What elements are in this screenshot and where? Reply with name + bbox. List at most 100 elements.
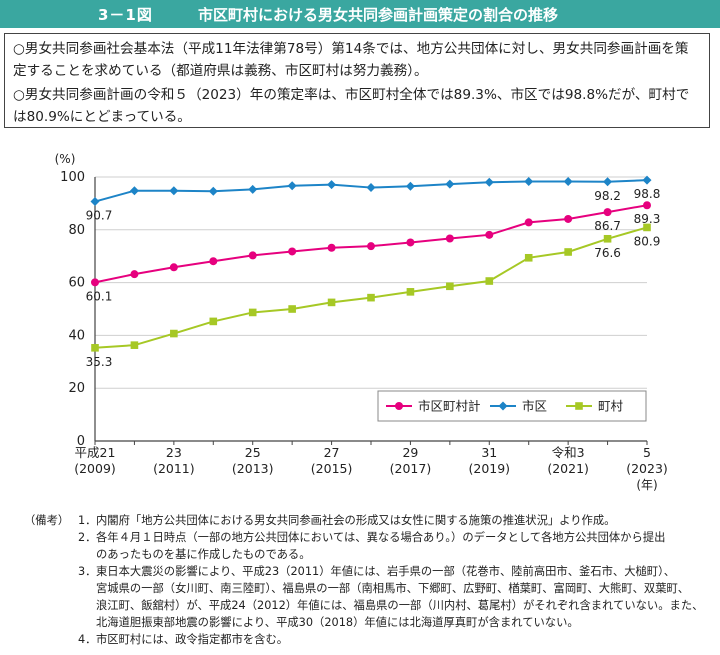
data-label: 80.9 (634, 234, 661, 248)
x-tick-label: 平成21 (75, 445, 116, 460)
data-point (327, 180, 337, 190)
data-point (524, 253, 533, 262)
note-line: 宮城県の一部（女川町、南三陸町）、福島県の一部（南相馬市、下郷町、広野町、楢葉町… (78, 580, 718, 597)
data-label: 89.3 (634, 212, 661, 226)
x-tick-label: (2015) (311, 461, 353, 476)
note-text: 宮城県の一部（女川町、南三陸町）、福島県の一部（南相馬市、下郷町、広野町、楢葉町… (96, 582, 690, 595)
data-point (288, 247, 297, 256)
x-tick-label: (2013) (232, 461, 274, 476)
x-tick-label: (2021) (547, 461, 589, 476)
data-label: 98.8 (634, 187, 661, 201)
data-point (643, 223, 651, 232)
summary-line-1: ○男女共同参画社会基本法（平成11年法律第78号）第14条では、地方公共団体に対… (13, 41, 689, 79)
data-point (406, 288, 415, 296)
data-point (446, 282, 454, 291)
data-point (248, 184, 258, 194)
data-label: 98.2 (594, 189, 621, 203)
data-point (445, 234, 454, 243)
x-tick-label: 31 (481, 445, 497, 460)
note-text: 北海道胆振東部地震の影響により、平成30（2018）年値には北海道厚真町が含まれ… (96, 616, 579, 629)
line-chart: 0 20 40 60 80 100 (%) 平成21 (2009) 23 (2011) 25 (2013… (0, 140, 720, 510)
data-label: 35.3 (86, 355, 113, 369)
data-point (287, 181, 297, 191)
data-point (406, 238, 415, 247)
x-axis-unit: (年) (636, 478, 657, 492)
data-point (91, 278, 99, 287)
note-line: 浪江町、飯舘村）が、平成24（2012）年値には、福島県の一部（川内村、葛尾村）… (78, 597, 718, 614)
x-tick-label: (2023) (626, 461, 668, 476)
data-point (564, 248, 572, 256)
notes-heading: （備考） (24, 514, 70, 527)
note-number: 4． (78, 633, 97, 646)
figure-title: 市区町村における男女共同参画計画策定の割合の推移 (198, 6, 559, 24)
data-point (498, 401, 508, 411)
note-text: 東日本大震災の影響により、平成23（2011）年値には、岩手県の一部（花巻市、陸… (96, 565, 676, 578)
note-text: 各年４月１日時点（一部の地方公共団体においては、異なる場合あり。）のデータとして… (96, 531, 666, 544)
data-label: 90.7 (86, 209, 113, 223)
note-number: 2． (78, 531, 97, 544)
data-point (130, 341, 139, 349)
data-point (603, 177, 613, 187)
data-point (170, 329, 178, 338)
data-point (208, 186, 218, 196)
data-point (564, 214, 573, 223)
x-tick-label: (2019) (468, 461, 510, 476)
legend-label: 市区 (522, 399, 547, 414)
data-point (327, 243, 336, 252)
chart-svg: 0 20 40 60 80 100 (%) 平成21(2009) 23(2011) 25(2013… (55, 152, 668, 492)
data-point (169, 186, 179, 196)
note-line: 3．東日本大震災の影響により、平成23（2011）年値には、岩手県の一部（花巻市… (78, 563, 718, 580)
x-tick-label: 23 (166, 445, 182, 460)
x-tick-label: 25 (245, 445, 261, 460)
figure-title-bar: 3－1図 市区町村における男女共同参画計画策定の割合の推移 (0, 0, 720, 28)
x-tick-label: (2017) (390, 461, 432, 476)
data-point (485, 230, 494, 239)
data-point (248, 308, 257, 317)
note-line: のあったものを基に作成したものである。 (78, 546, 718, 563)
note-number: 3． (78, 565, 97, 578)
data-point (169, 263, 178, 272)
data-point (405, 181, 415, 191)
y-tick-label: 40 (68, 328, 85, 343)
note-line: 4．市区町村には、政令指定都市を含む。 (78, 631, 718, 648)
data-point (129, 186, 139, 196)
data-point (91, 344, 99, 352)
note-text: 浪江町、飯舘村）が、平成24（2012）年値には、福島県の一部（川内村、葛尾村）… (96, 599, 704, 612)
y-tick-label: 0 (77, 434, 85, 449)
x-tick-label: (2011) (153, 461, 195, 476)
data-point (524, 218, 533, 227)
data-point (484, 177, 494, 187)
data-point (563, 176, 573, 186)
y-tick-label: 100 (60, 170, 85, 185)
data-point (603, 234, 612, 243)
data-point (288, 305, 296, 313)
figure-number: 3－1図 (98, 6, 153, 24)
data-point (524, 176, 534, 186)
note-text: 市区町村には、政令指定都市を含む。 (96, 633, 289, 646)
x-tick-label: 27 (324, 445, 340, 460)
y-tick-label: 20 (68, 381, 85, 396)
data-point (395, 402, 403, 410)
data-point (327, 298, 336, 307)
note-number: 1． (78, 514, 97, 527)
x-tick-label: 令和3 (552, 445, 585, 460)
note-text: 内閣府「地方公共団体における男女共同参画社会の形成又は女性に関する施策の推進状況… (96, 514, 616, 527)
data-point (209, 257, 218, 266)
data-point (445, 179, 455, 189)
note-line: 2．各年４月１日時点（一部の地方公共団体においては、異なる場合あり。）のデータと… (78, 529, 718, 546)
data-point (367, 242, 375, 251)
data-point (603, 208, 612, 217)
legend-label: 町村 (598, 399, 624, 414)
data-point (575, 402, 583, 410)
note-line: 1．内閣府「地方公共団体における男女共同参画社会の形成又は女性に関する施策の推進… (78, 512, 718, 529)
y-tick-label: 80 (68, 223, 85, 238)
data-label: 60.1 (86, 289, 113, 303)
data-point (209, 317, 218, 326)
data-point (90, 197, 100, 207)
note-text: のあったものを基に作成したものである。 (96, 548, 311, 561)
data-point (367, 293, 375, 302)
data-point (130, 270, 139, 279)
legend-label: 市区町村計 (418, 399, 481, 414)
summary-box: ○男女共同参画社会基本法（平成11年法律第78号）第14条では、地方公共団体に対… (4, 33, 710, 128)
y-axis-unit: (%) (55, 152, 76, 166)
